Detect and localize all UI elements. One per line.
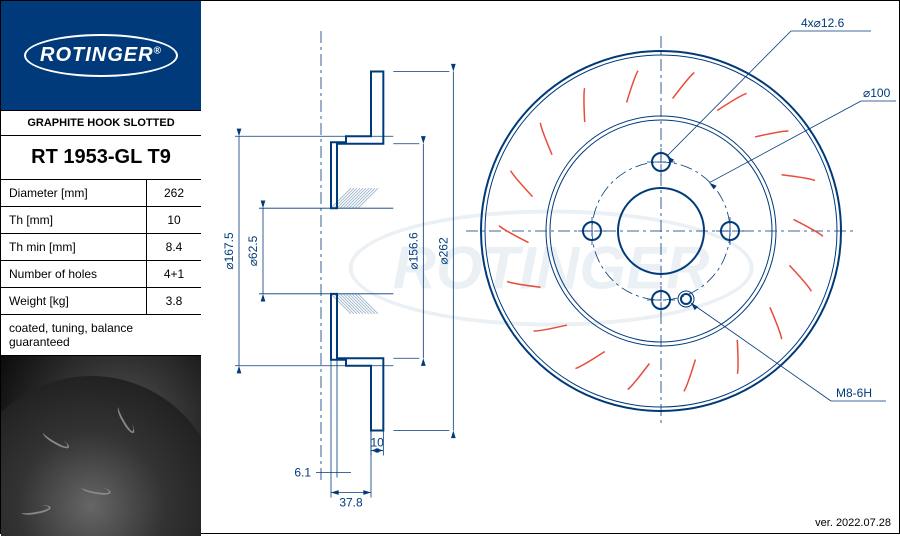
reg-mark: ®: [154, 45, 162, 56]
drawing-area: ROTINGER ⌀167.5⌀62.5⌀156.6⌀262106.137.84…: [201, 1, 900, 535]
technical-drawing: ⌀167.5 ⌀62.5 ⌀156.6 ⌀262 10 6.1 37.8 4x⌀12.6 ⌀10…: [201, 1, 900, 535]
logo-box: ROTINGER®: [1, 1, 201, 111]
svg-text:10: 10: [370, 435, 384, 449]
brand-text: ROTINGER: [40, 44, 154, 66]
svg-text:⌀100: ⌀100: [863, 86, 891, 100]
svg-text:⌀262: ⌀262: [436, 237, 450, 265]
product-photo: [1, 356, 201, 536]
product-subtitle: GRAPHITE HOOK SLOTTED: [1, 111, 201, 136]
notes: coated, tuning, balance guaranteed: [1, 315, 201, 356]
svg-text:4x⌀12.6: 4x⌀12.6: [801, 16, 845, 30]
spec-table: Diameter [mm]262Th [mm]10Th min [mm]8.4N…: [1, 180, 201, 315]
svg-text:37.8: 37.8: [339, 495, 363, 509]
spec-value: 8.4: [147, 234, 201, 260]
spec-label: Th [mm]: [1, 207, 147, 233]
info-panel: ROTINGER® GRAPHITE HOOK SLOTTED RT 1953-…: [1, 1, 201, 535]
spec-label: Diameter [mm]: [1, 180, 147, 206]
svg-text:6.1: 6.1: [294, 465, 311, 479]
spec-row: Th [mm]10: [1, 207, 201, 234]
spec-row: Th min [mm]8.4: [1, 234, 201, 261]
spec-label: Number of holes: [1, 261, 147, 287]
spec-label: Th min [mm]: [1, 234, 147, 260]
page-frame: ROTINGER® GRAPHITE HOOK SLOTTED RT 1953-…: [0, 0, 900, 534]
spec-row: Diameter [mm]262: [1, 180, 201, 207]
spec-value: 4+1: [147, 261, 201, 287]
spec-value: 262: [147, 180, 201, 206]
spec-row: Weight [kg]3.8: [1, 288, 201, 315]
spec-row: Number of holes4+1: [1, 261, 201, 288]
brand-logo: ROTINGER®: [24, 34, 178, 77]
svg-text:⌀156.6: ⌀156.6: [406, 232, 420, 270]
spec-label: Weight [kg]: [1, 288, 147, 314]
svg-text:M8-6H: M8-6H: [836, 386, 872, 400]
spec-value: 3.8: [147, 288, 201, 314]
spec-value: 10: [147, 207, 201, 233]
version-label: ver. 2022.07.28: [815, 517, 891, 529]
part-number: RT 1953-GL T9: [1, 136, 201, 180]
svg-text:⌀62.5: ⌀62.5: [246, 235, 260, 266]
svg-text:⌀167.5: ⌀167.5: [222, 232, 236, 270]
